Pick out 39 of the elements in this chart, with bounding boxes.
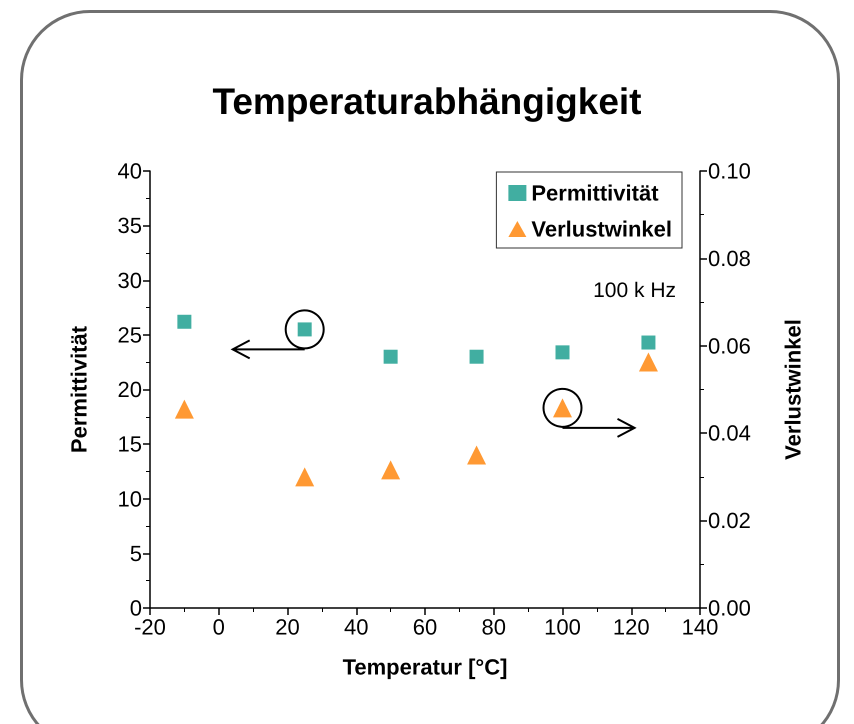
y-axis-title: Permittivität (66, 325, 92, 454)
x-tick-label: 0 (212, 614, 225, 640)
point (467, 446, 486, 465)
x-tick-label: 40 (344, 614, 368, 640)
legend-label: Verlustwinkel (531, 216, 672, 242)
point (641, 336, 656, 350)
y-tick-label: 5 (130, 540, 142, 566)
y-tick-label: 20 (118, 377, 142, 402)
y-tick-label: 40 (118, 158, 142, 184)
y-tick-label: 15 (118, 432, 142, 457)
annotation: 100 k Hz (593, 279, 676, 302)
y-tick-label: 30 (118, 268, 142, 293)
x-axis-title: Temperatur [°C] (342, 654, 508, 680)
point (174, 400, 194, 419)
x-tick-label: 120 (612, 614, 650, 640)
x-tick-label: 60 (412, 614, 438, 640)
x-tick-label: 100 (544, 614, 581, 640)
point (470, 350, 484, 364)
point (298, 322, 312, 336)
y2-tick-label: 0.04 (708, 420, 751, 446)
point (384, 350, 398, 364)
y2-axis-title: Verlustwinkel (780, 319, 806, 460)
y2-tick-label: 0.02 (708, 508, 751, 534)
y2-tick-label: 0.08 (708, 246, 751, 271)
chart-title: Temperaturabhängigkeit (212, 81, 642, 122)
y2-tick-label: 0.06 (708, 333, 751, 358)
point (553, 398, 572, 418)
point (177, 314, 192, 329)
y-tick-label: 10 (118, 486, 142, 512)
x-tick-label: 80 (482, 614, 506, 640)
point (638, 352, 658, 372)
x-tick-label: 20 (275, 614, 300, 640)
y-tick-label: 35 (118, 213, 142, 238)
legend-label: Permittivität (531, 180, 660, 206)
point (556, 345, 570, 360)
point (295, 467, 314, 486)
y-tick-label: 25 (118, 322, 142, 348)
y2-tick-label: 0.10 (708, 158, 751, 184)
point (381, 460, 400, 480)
